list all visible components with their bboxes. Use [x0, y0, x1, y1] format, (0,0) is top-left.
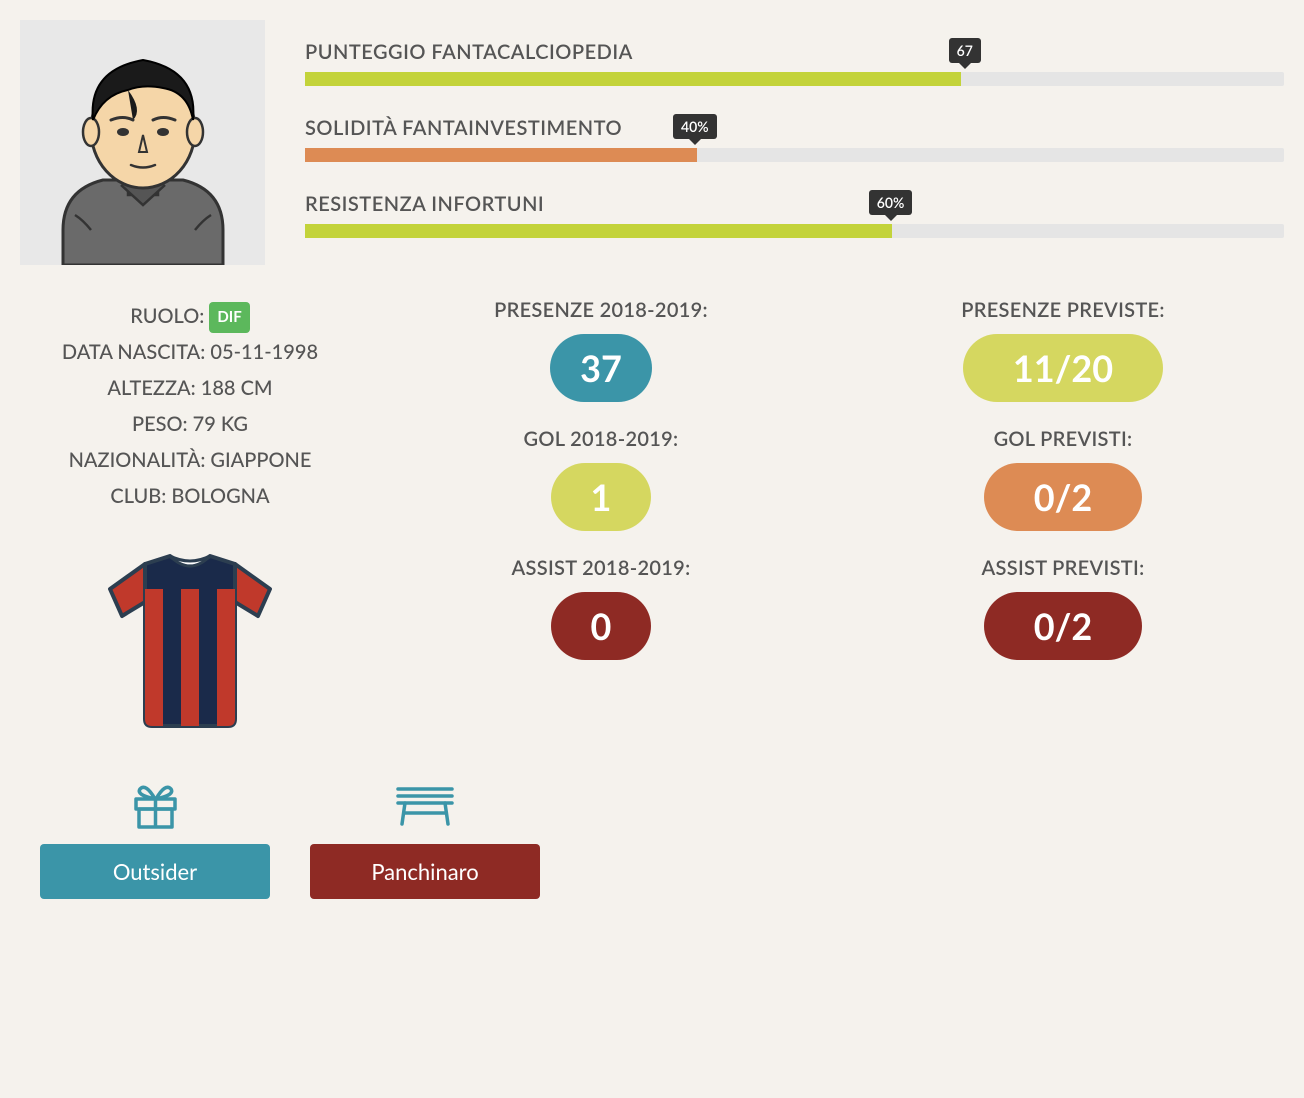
nationality-line: NAZIONALITÀ: GIAPPONE	[20, 442, 360, 478]
stat-gol: GOL 2018-2019: 1	[380, 427, 822, 531]
bar-fill: 60%	[305, 224, 892, 238]
top-section: PUNTEGGIO FANTACALCIOPEDIA 67 SOLIDITÀ F…	[20, 20, 1284, 268]
player-avatar	[20, 20, 265, 265]
bar-track: 67	[305, 72, 1284, 86]
weight-line: PESO: 79 KG	[20, 406, 360, 442]
bar-tooltip: 67	[949, 38, 981, 63]
player-card: PUNTEGGIO FANTACALCIOPEDIA 67 SOLIDITÀ F…	[20, 20, 1284, 899]
bar-resistenza: RESISTENZA INFORTUNI 60%	[305, 192, 1284, 238]
stat-assist: ASSIST 2018-2019: 0	[380, 556, 822, 660]
club-jersey	[20, 544, 360, 734]
gift-icon	[40, 774, 270, 834]
tag-button[interactable]: Panchinaro	[310, 844, 540, 899]
bar-label: SOLIDITÀ FANTAINVESTIMENTO	[305, 116, 1284, 140]
stat-value: 11/20	[963, 334, 1163, 402]
bar-label: PUNTEGGIO FANTACALCIOPEDIA	[305, 40, 1284, 64]
birth-line: DATA NASCITA: 05-11-1998	[20, 334, 360, 370]
stat-label: ASSIST 2018-2019:	[380, 556, 822, 580]
bar-track: 40%	[305, 148, 1284, 162]
stat-presenze: PRESENZE 2018-2019: 37	[380, 298, 822, 402]
tag-panchinaro: Panchinaro	[310, 774, 540, 899]
club-line: CLUB: BOLOGNA	[20, 478, 360, 514]
stat-gol-prev: GOL PREVISTI: 0/2	[842, 427, 1284, 531]
bar-tooltip: 60%	[869, 190, 913, 215]
jersey-icon	[100, 544, 280, 734]
stat-label: GOL 2018-2019:	[380, 427, 822, 451]
stat-assist-prev: ASSIST PREVISTI: 0/2	[842, 556, 1284, 660]
bench-icon	[310, 774, 540, 834]
stat-value: 0	[551, 592, 651, 660]
stat-label: PRESENZE 2018-2019:	[380, 298, 822, 322]
stat-label: PRESENZE PREVISTE:	[842, 298, 1284, 322]
height-line: ALTEZZA: 188 CM	[20, 370, 360, 406]
bar-label: RESISTENZA INFORTUNI	[305, 192, 1284, 216]
bar-tooltip: 40%	[673, 114, 717, 139]
stat-value: 0/2	[984, 592, 1143, 660]
bar-fill: 67	[305, 72, 961, 86]
stats-predicted: PRESENZE PREVISTE: 11/20 GOL PREVISTI: 0…	[842, 298, 1284, 734]
stat-value: 0/2	[984, 463, 1143, 531]
stat-label: ASSIST PREVISTI:	[842, 556, 1284, 580]
bar-solidita: SOLIDITÀ FANTAINVESTIMENTO 40%	[305, 116, 1284, 162]
tag-button[interactable]: Outsider	[40, 844, 270, 899]
rating-bars: PUNTEGGIO FANTACALCIOPEDIA 67 SOLIDITÀ F…	[305, 20, 1284, 268]
stats-current: PRESENZE 2018-2019: 37 GOL 2018-2019: 1 …	[380, 298, 822, 734]
tag-outsider: Outsider	[40, 774, 270, 899]
bar-fill: 40%	[305, 148, 697, 162]
avatar-illustration	[33, 20, 253, 265]
stat-value: 37	[550, 334, 652, 402]
role-badge: DIF	[209, 302, 249, 333]
tags-section: Outsider Panchinaro	[20, 774, 1284, 899]
mid-section: RUOLO: DIF DATA NASCITA: 05-11-1998 ALTE…	[20, 298, 1284, 734]
stat-value: 1	[551, 463, 651, 531]
player-info: RUOLO: DIF DATA NASCITA: 05-11-1998 ALTE…	[20, 298, 360, 734]
role-label: RUOLO:	[130, 304, 204, 328]
stat-presenze-prev: PRESENZE PREVISTE: 11/20	[842, 298, 1284, 402]
stat-label: GOL PREVISTI:	[842, 427, 1284, 451]
bar-track: 60%	[305, 224, 1284, 238]
role-line: RUOLO: DIF	[20, 298, 360, 334]
bar-fantacalciopedia: PUNTEGGIO FANTACALCIOPEDIA 67	[305, 40, 1284, 86]
